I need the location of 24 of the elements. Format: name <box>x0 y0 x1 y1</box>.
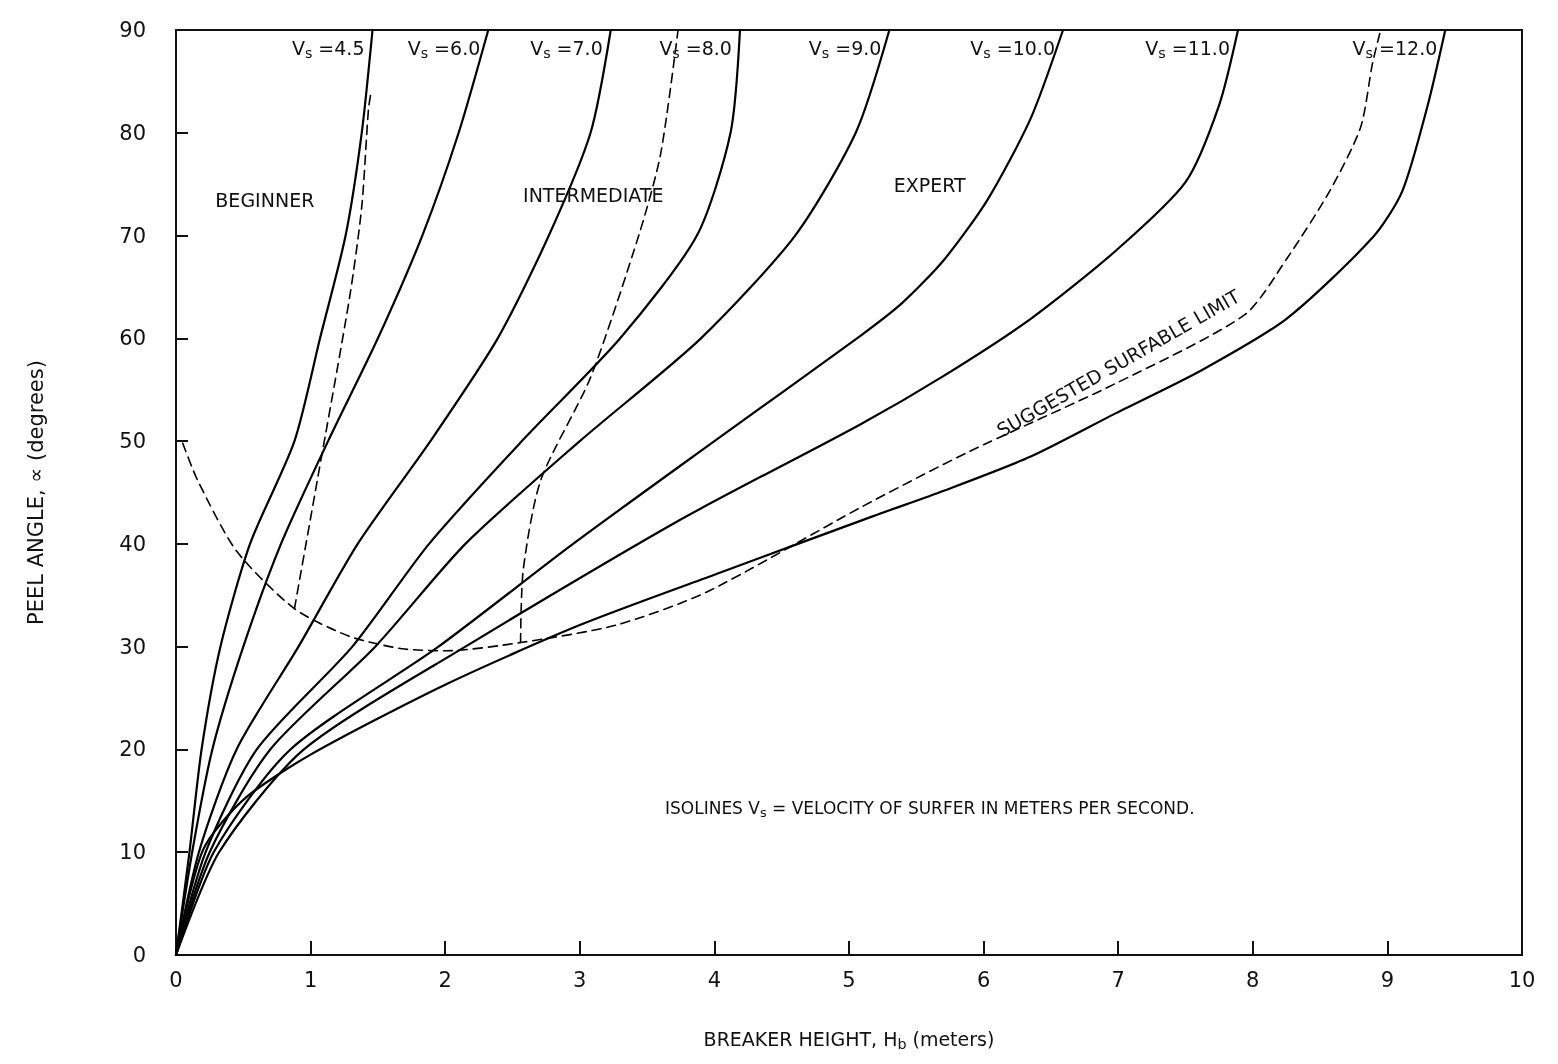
x-tick-label: 5 <box>842 967 856 992</box>
x-tick-label: 9 <box>1380 967 1395 992</box>
y-tick-label: 30 <box>119 634 146 659</box>
y-tick-label: 20 <box>119 737 146 762</box>
x-tick-label: 3 <box>573 967 587 992</box>
y-tick-label: 40 <box>119 531 146 556</box>
y-tick-label: 0 <box>132 943 146 967</box>
x-tick-label: 7 <box>1111 967 1125 992</box>
x-tick-label: 6 <box>976 967 991 992</box>
y-tick-label: 90 <box>119 18 146 42</box>
x-tick-label: 0 <box>169 967 183 992</box>
y-tick-label: 60 <box>119 326 146 351</box>
x-tick-label: 4 <box>707 967 722 992</box>
y-tick-label: 10 <box>119 840 146 865</box>
annotation: BEGINNER <box>215 189 315 212</box>
y-axis-title: PEEL ANGLE, ∝ (degrees) <box>23 360 48 625</box>
x-tick-label: 8 <box>1246 967 1260 992</box>
annotation: EXPERT <box>893 174 967 197</box>
x-tick-label: 1 <box>303 967 318 992</box>
y-tick-label: 70 <box>119 223 146 248</box>
x-tick-label: 2 <box>438 967 452 992</box>
x-tick-label: 10 <box>1508 967 1536 992</box>
y-tick-label: 50 <box>119 429 146 454</box>
y-tick-label: 80 <box>119 120 146 145</box>
